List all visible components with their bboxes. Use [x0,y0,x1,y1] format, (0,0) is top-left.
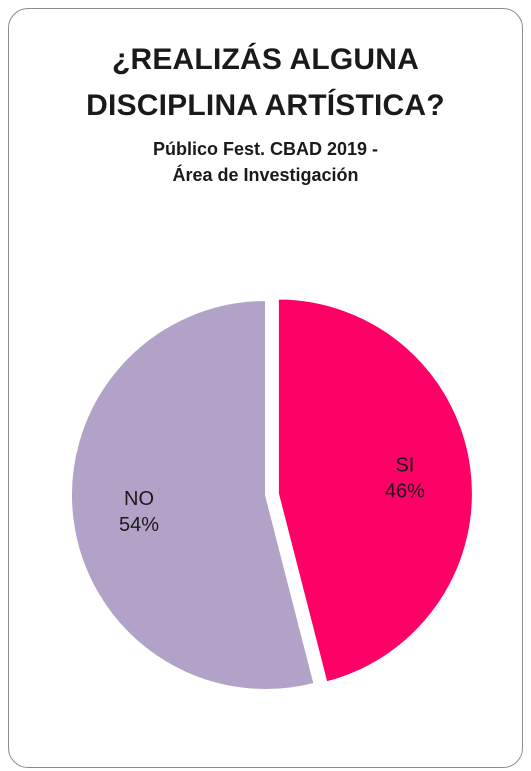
slice-label-si: SI [395,454,414,476]
chart-subtitle-line-1: Público Fest. CBAD 2019 - [152,139,379,159]
chart-subtitle-line-2: Área de Investigación [172,165,359,185]
slice-percent-no: 54% [119,514,159,536]
slice-percent-si: 46% [385,480,425,502]
slice-label-no: NO [124,488,154,510]
pie-slice-no [70,298,316,691]
pie-slice-si [276,297,474,684]
chart-title-line-2: DISCIPLINA ARTÍSTICA? [86,89,445,122]
chart-title-line-1: ¿REALIZÁS ALGUNA [111,43,420,76]
